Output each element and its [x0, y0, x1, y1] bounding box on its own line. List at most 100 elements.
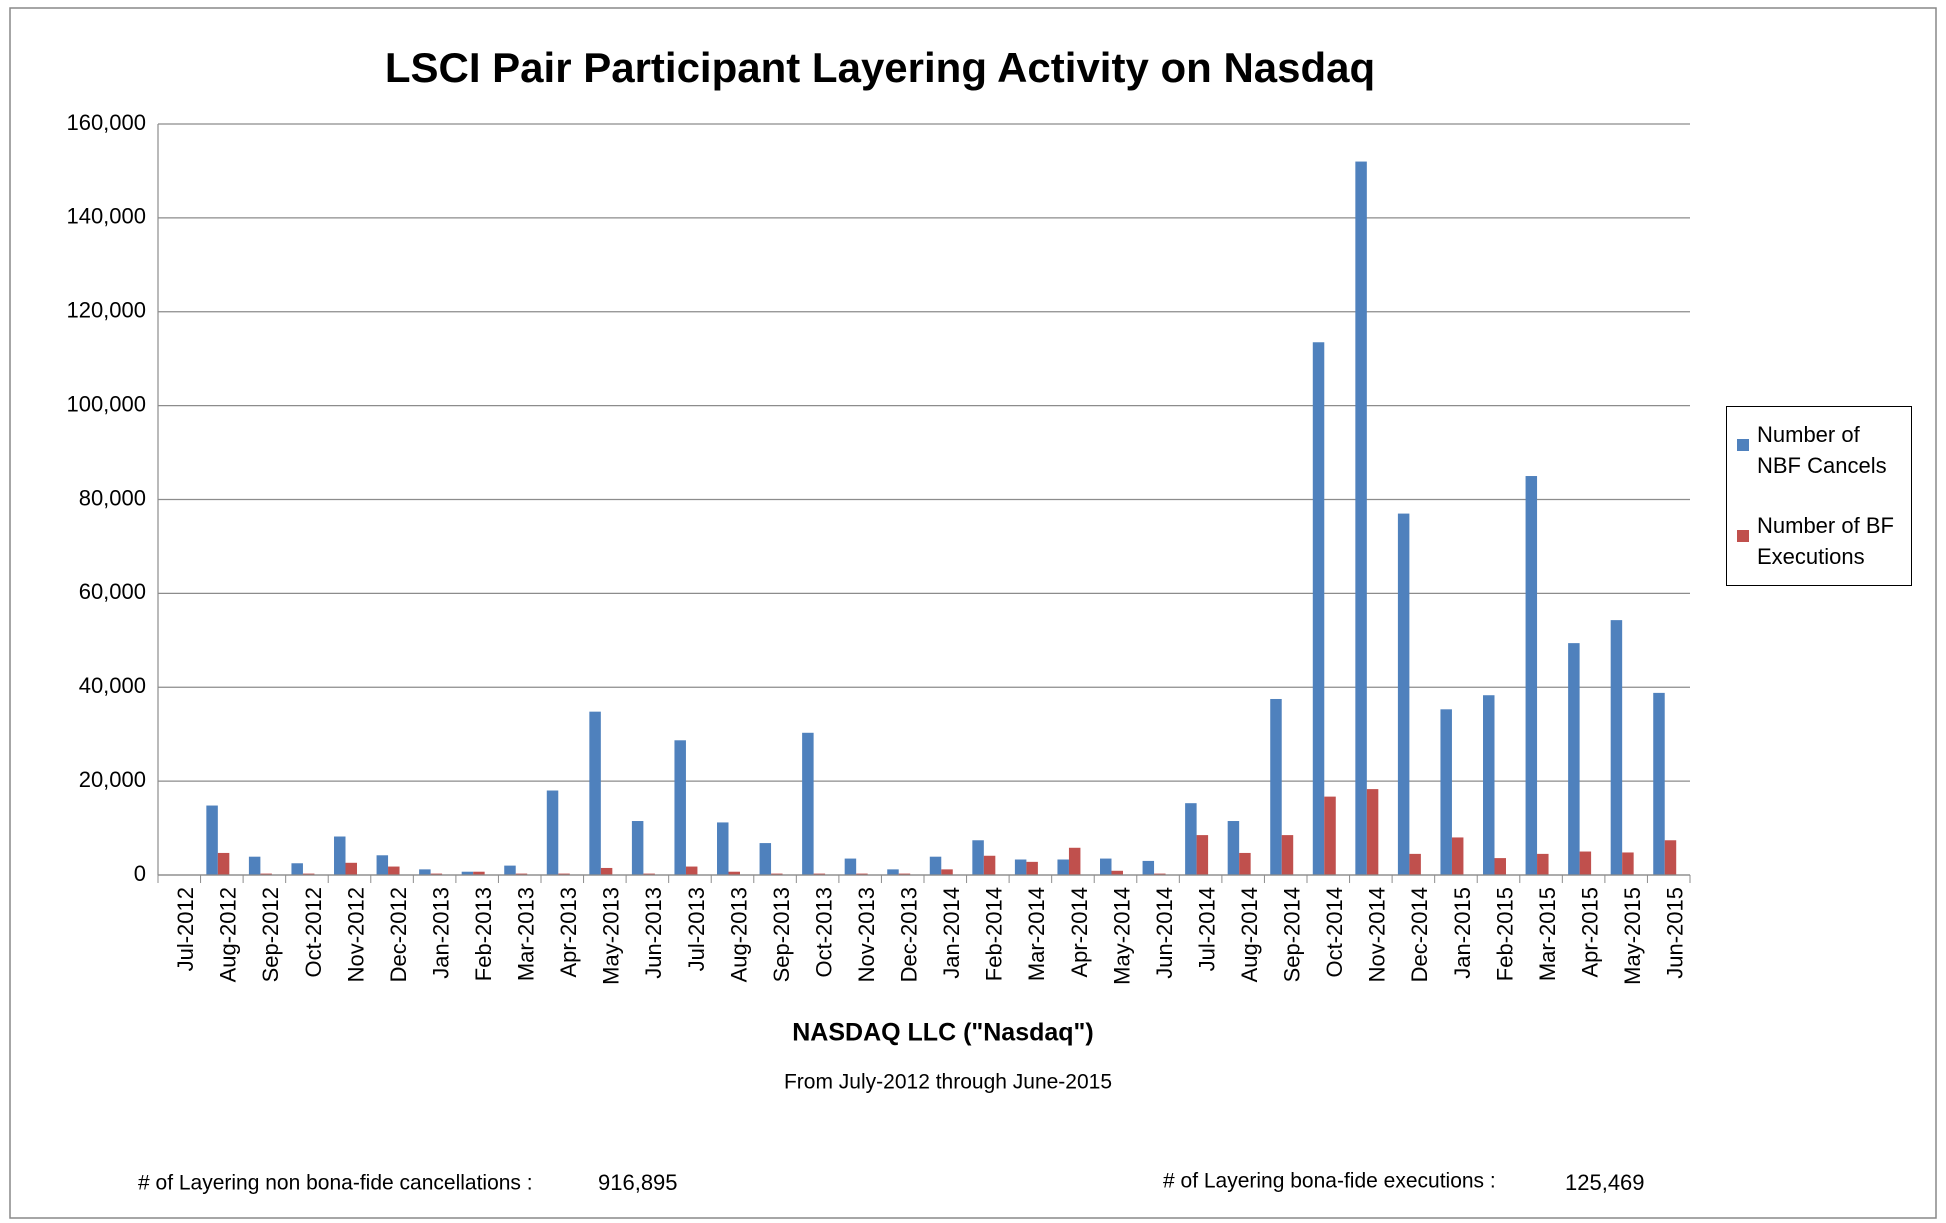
bar: [1185, 803, 1197, 875]
bar: [1154, 873, 1166, 875]
bar: [898, 873, 911, 875]
footer-value: 916,895: [598, 1170, 678, 1195]
bar: [887, 869, 899, 875]
x-tick-label: Sep-2013: [769, 887, 794, 982]
x-tick-label: Oct-2014: [1322, 887, 1347, 978]
bar: [1525, 476, 1538, 875]
chart-title: LSCI Pair Participant Layering Activity …: [385, 44, 1375, 91]
bar: [1026, 861, 1038, 875]
x-tick-label: Oct-2013: [811, 887, 836, 978]
x-tick-label: Jul-2014: [1194, 887, 1219, 971]
chart-border: [9, 7, 1937, 1219]
bar: [376, 855, 389, 875]
x-tick-label: Dec-2014: [1407, 887, 1432, 982]
bar: [643, 873, 655, 875]
bar: [685, 866, 698, 875]
bar: [1653, 692, 1665, 875]
bar: [291, 863, 303, 875]
bar: [1355, 161, 1367, 876]
legend-label: Number of BF Executions: [1757, 513, 1894, 569]
bar: [771, 873, 783, 875]
legend: Number of NBF Cancels Number of BF Execut…: [1726, 406, 1912, 586]
y-tick-label: 80,000: [79, 485, 146, 510]
bar: [217, 852, 230, 875]
x-tick-label: Nov-2014: [1365, 887, 1390, 982]
bar: [600, 867, 613, 875]
x-tick-label: Aug-2012: [216, 887, 241, 982]
x-axis-title: NASDAQ LLC ("Nasdaq"): [792, 1019, 1094, 1047]
bar: [504, 865, 516, 875]
x-tick-label: Jan-2014: [939, 887, 964, 979]
x-tick-label: Sep-2014: [1280, 887, 1305, 982]
y-tick-label: 0: [134, 861, 146, 886]
bar: [515, 873, 528, 875]
bar: [1440, 709, 1452, 875]
subtitle: From July-2012 through June-2015: [784, 1071, 1112, 1094]
x-tick-label: Jan-2015: [1450, 887, 1475, 979]
y-tick-label: 40,000: [79, 673, 146, 698]
x-tick-label: Aug-2013: [726, 887, 751, 982]
footer-value: 125,469: [1565, 1170, 1645, 1195]
x-tick-label: Apr-2015: [1577, 887, 1602, 978]
x-tick-label: Dec-2013: [897, 887, 922, 982]
x-tick-label: May-2014: [1109, 887, 1134, 985]
bar: [1579, 851, 1592, 875]
bar: [1397, 513, 1410, 875]
bar: [260, 873, 272, 875]
x-tick-label: Sep-2012: [258, 887, 283, 982]
x-tick-label: Jun-2015: [1663, 887, 1688, 979]
x-tick-label: Oct-2012: [301, 887, 326, 978]
x-tick-label: Mar-2013: [514, 887, 539, 981]
bar: [929, 856, 942, 875]
bar: [1451, 837, 1464, 875]
y-tick-label: 120,000: [66, 298, 146, 323]
x-tick-label: Feb-2015: [1492, 887, 1517, 981]
bar: [302, 873, 315, 875]
bar: [728, 871, 740, 875]
bar: [1312, 342, 1325, 875]
bar: [941, 869, 953, 875]
bar: [1057, 859, 1069, 875]
bar: [1494, 858, 1506, 875]
bar: [674, 740, 686, 875]
bar: [1324, 796, 1336, 875]
bar: [206, 805, 218, 875]
bar: [558, 873, 570, 875]
bar: [1664, 840, 1677, 875]
bar: [759, 843, 772, 875]
x-tick-label: Jan-2013: [428, 887, 453, 979]
y-tick-label: 60,000: [79, 579, 146, 604]
bar: [461, 871, 474, 875]
x-tick-label: Dec-2012: [386, 887, 411, 982]
x-tick-label: Jun-2013: [641, 887, 666, 979]
bar: [1537, 853, 1549, 875]
legend-item: Number of BF Executions: [1737, 510, 1907, 572]
bar: [1610, 620, 1623, 875]
bar: [1142, 860, 1155, 875]
bar: [1014, 859, 1027, 875]
bar: [1568, 643, 1580, 875]
legend-swatch: [1737, 530, 1749, 542]
legend-item: Number of NBF Cancels: [1737, 419, 1907, 481]
x-tick-label: Jul-2012: [173, 887, 198, 971]
bar: [1227, 821, 1240, 875]
x-tick-label: Apr-2014: [1067, 887, 1092, 978]
bar: [972, 840, 984, 875]
bar: [1622, 852, 1634, 875]
bar: [844, 858, 857, 875]
bar: [802, 732, 814, 875]
bar: [419, 869, 431, 875]
bar: [1100, 858, 1112, 875]
bar: [1068, 847, 1081, 875]
y-tick-label: 140,000: [66, 204, 146, 229]
bar: [983, 855, 996, 875]
bar: [334, 836, 346, 875]
bar: [1196, 835, 1209, 875]
bar: [1409, 853, 1421, 875]
bar: [388, 866, 400, 875]
x-tick-label: Nov-2012: [343, 887, 368, 982]
x-tick-label: May-2013: [599, 887, 624, 985]
legend-swatch: [1737, 439, 1749, 451]
y-tick-label: 160,000: [66, 110, 146, 135]
